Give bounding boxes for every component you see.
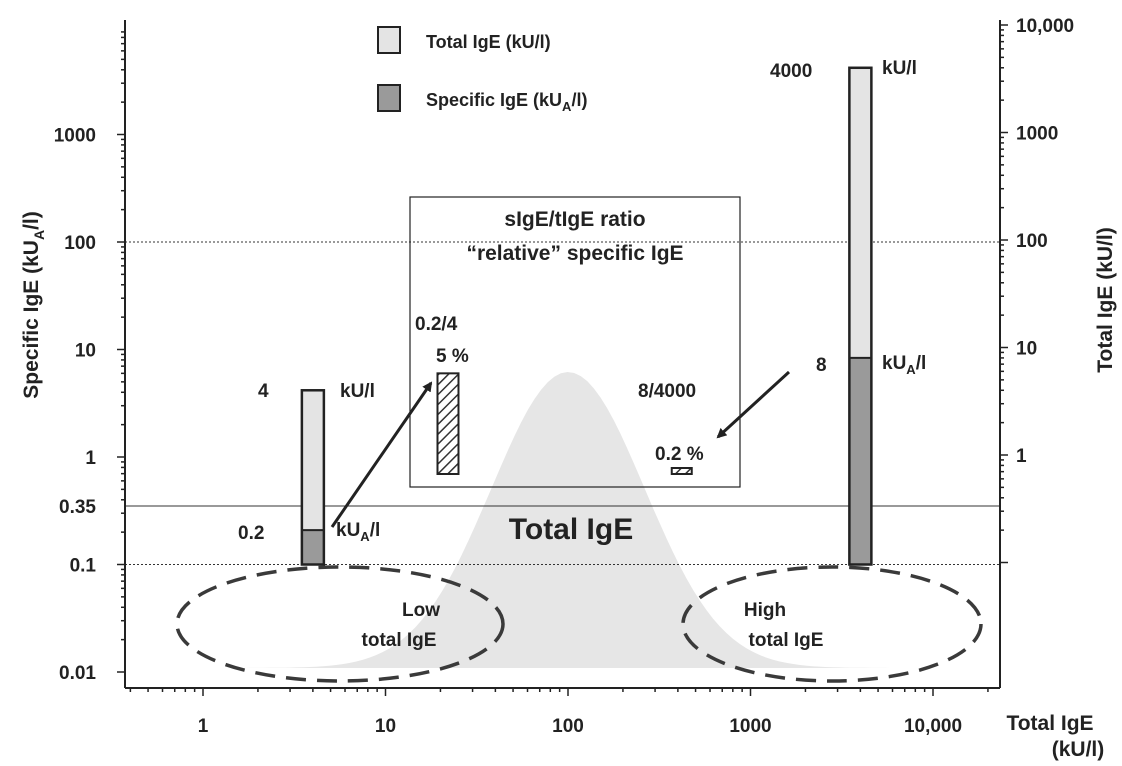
ratio-bar-low	[436, 372, 460, 476]
high-bar-total-unit: kU/l	[882, 58, 917, 79]
high-total-ige-ellipse	[681, 565, 983, 683]
left-axis-title-main: Specific IgE (kU	[20, 240, 43, 399]
left-tick-label: 0.35	[59, 497, 96, 518]
legend-specific-main: Specific IgE (kU	[426, 90, 562, 110]
distribution-label: Total IgE	[509, 513, 633, 546]
legend-specific-sub: A	[562, 99, 572, 114]
high-ellipse-label-2: total IgE	[749, 630, 824, 651]
low-bar-specific-unit-main: kU	[336, 520, 360, 541]
high-bar-total	[849, 67, 872, 358]
x-tick-label: 100	[552, 716, 584, 737]
x-axis-title-unit: (kU/l)	[1052, 738, 1105, 761]
left-tick-label: 0.01	[59, 663, 96, 684]
left-axis-title-end: /l)	[20, 211, 43, 230]
legend-swatch-specific	[377, 84, 401, 112]
left-tick-label: 1000	[54, 126, 96, 147]
low-bar-outline	[300, 389, 326, 566]
ratio-bar-high	[670, 467, 693, 475]
ratio-box	[409, 196, 741, 488]
right-tick-label: 100	[1016, 231, 1048, 252]
left-axis-title: Specific IgE (kUA/l)	[20, 211, 47, 399]
legend-swatch-total	[377, 26, 401, 54]
left-tick-label: 0.1	[70, 556, 97, 577]
low-bar-total-value: 4	[258, 381, 269, 402]
left-tick-label: 1	[85, 448, 96, 469]
ratio-fraction-high: 8/4000	[638, 381, 696, 402]
legend-label-specific: Specific IgE (kUA/l)	[426, 90, 587, 114]
low-bar-total-unit: kU/l	[340, 381, 375, 402]
low-bar-total	[301, 390, 324, 531]
low-bar-specific	[301, 530, 324, 565]
ratio-box-title-1: sIgE/tIgE ratio	[504, 208, 645, 231]
background-layer	[157, 372, 983, 683]
high-bar-specific	[849, 357, 872, 565]
right-tick-label: 10	[1016, 339, 1037, 360]
x-tick-label: 1	[198, 716, 209, 737]
high-bar-specific-unit: kUA/l	[882, 353, 926, 377]
x-axis-title: Total IgE	[1006, 712, 1093, 735]
ratio-percent-high: 0.2 %	[655, 444, 704, 465]
ratio-box-title-2: “relative” specific IgE	[466, 242, 683, 265]
low-ellipse-label-1: Low	[402, 600, 440, 621]
high-ellipse-label-1: High	[744, 600, 786, 621]
high-bar-total-value: 4000	[770, 61, 812, 82]
right-tick-label: 10,000	[1016, 16, 1074, 37]
arrow-to-high-ratio	[716, 370, 791, 439]
x-tick-label: 10,000	[904, 716, 962, 737]
high-bar-outline	[848, 66, 873, 566]
left-tick-label: 10	[75, 341, 96, 362]
high-bar-specific-value: 8	[816, 355, 827, 376]
annotations	[330, 370, 791, 528]
right-tick-label: 1	[1016, 446, 1027, 467]
ratio-percent-low: 5 %	[436, 346, 469, 367]
ratio-fraction-low: 0.2/4	[415, 314, 458, 335]
right-axis-title: Total IgE (kU/l)	[1094, 227, 1117, 372]
low-bar-specific-unit: kUA/l	[336, 520, 380, 544]
ratio-box-frame	[409, 196, 741, 488]
high-bar-specific-unit-sub: A	[906, 362, 916, 377]
bars	[300, 66, 873, 566]
right-tick-label: 1000	[1016, 124, 1058, 145]
x-tick-label: 10	[375, 716, 396, 737]
high-bar-specific-unit-end: /l	[916, 353, 927, 374]
low-total-ige-ellipse	[175, 565, 505, 683]
low-ellipse-label-2: total IgE	[362, 630, 437, 651]
x-tick-label: 1000	[729, 716, 771, 737]
left-tick-label: 100	[64, 233, 96, 254]
high-bar-specific-unit-main: kU	[882, 353, 906, 374]
low-bar-specific-unit-end: /l	[370, 520, 381, 541]
legend-specific-end: /l)	[571, 90, 587, 110]
arrow-to-low-ratio	[330, 381, 433, 528]
legend-label-total: Total IgE (kU/l)	[426, 32, 551, 52]
distribution-curve	[157, 372, 952, 668]
low-bar-specific-value: 0.2	[238, 523, 264, 544]
left-axis-title-sub: A	[31, 230, 47, 240]
axes: 0.01 0.1 0.35 1 10 100 1000 1 10 100 1000 10,000 1 10…	[54, 16, 1074, 737]
low-bar-specific-unit-sub: A	[360, 529, 370, 544]
